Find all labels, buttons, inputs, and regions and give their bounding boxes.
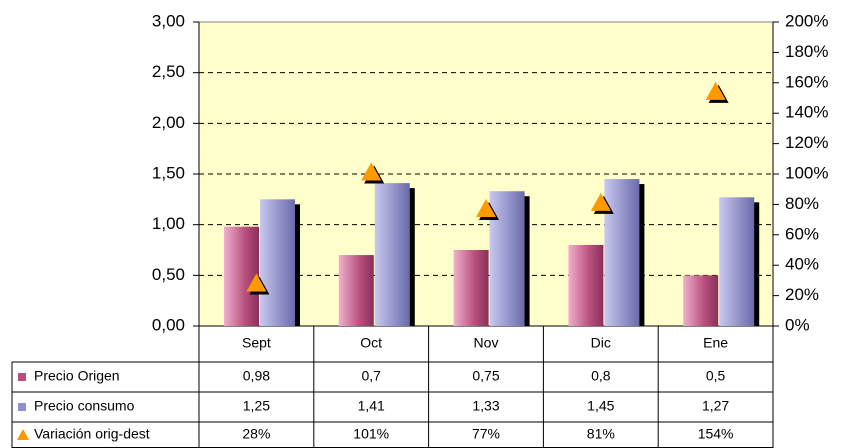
y-tick-label: 0,00 xyxy=(152,315,185,334)
marker xyxy=(246,273,267,292)
y2-tick-label: 40% xyxy=(785,255,819,274)
x-tick-label: Sept xyxy=(242,335,271,351)
bar xyxy=(374,183,410,326)
table-value: 154% xyxy=(698,426,734,442)
table-value: 1,41 xyxy=(358,398,385,414)
legend-label: Precio Origen xyxy=(34,368,120,384)
y2-tick-label: 140% xyxy=(785,103,828,122)
table-value: 77% xyxy=(472,426,500,442)
legend-label: Variación orig-dest xyxy=(34,426,150,442)
x-tick-label: Nov xyxy=(474,335,499,351)
bar xyxy=(719,197,755,326)
x-tick-label: Oct xyxy=(360,335,382,351)
y-tick-label: 3,00 xyxy=(152,11,185,30)
y2-tick-label: 160% xyxy=(785,72,828,91)
marker xyxy=(590,192,611,211)
x-tick-label: Dic xyxy=(591,335,611,351)
y2-tick-label: 100% xyxy=(785,163,828,182)
legend-swatch xyxy=(18,373,26,381)
y2-tick-label: 80% xyxy=(785,194,819,213)
y2-tick-label: 180% xyxy=(785,42,828,61)
bar xyxy=(260,199,295,326)
y2-tick-label: 60% xyxy=(785,224,819,243)
table-value: 1,45 xyxy=(587,398,614,414)
table-value: 0,5 xyxy=(706,368,726,384)
table-value: 0,7 xyxy=(361,368,381,384)
table-value: 1,33 xyxy=(472,398,499,414)
y-tick-label: 2,00 xyxy=(152,113,185,132)
table-value: 28% xyxy=(242,426,270,442)
y-tick-label: 0,50 xyxy=(152,265,185,284)
bar xyxy=(489,191,525,326)
table-value: 101% xyxy=(353,426,389,442)
y-tick-label: 1,00 xyxy=(152,214,185,233)
y-tick-label: 1,50 xyxy=(152,163,185,182)
marker xyxy=(361,162,382,181)
bar xyxy=(453,250,489,326)
table-value: 81% xyxy=(587,426,615,442)
bar xyxy=(568,244,604,326)
marker xyxy=(476,198,496,217)
bar xyxy=(683,275,719,326)
table-value: 0,8 xyxy=(591,368,611,384)
table-value: 0,98 xyxy=(243,368,270,384)
table-value: 1,25 xyxy=(243,398,270,414)
bar xyxy=(224,226,259,326)
y2-tick-label: 0% xyxy=(785,315,810,334)
y2-tick-label: 20% xyxy=(785,285,819,304)
bar xyxy=(604,179,640,326)
x-tick-label: Ene xyxy=(703,335,728,351)
y-tick-label: 2,50 xyxy=(152,62,185,81)
bar xyxy=(338,255,374,326)
y2-tick-label: 120% xyxy=(785,133,828,152)
table-value: 1,27 xyxy=(702,398,729,414)
marker xyxy=(705,81,726,100)
legend-label: Precio consumo xyxy=(34,398,135,414)
legend-swatch xyxy=(18,403,26,411)
table-value: 0,75 xyxy=(472,368,499,384)
legend-marker xyxy=(17,429,29,440)
y2-tick-label: 200% xyxy=(785,11,828,30)
